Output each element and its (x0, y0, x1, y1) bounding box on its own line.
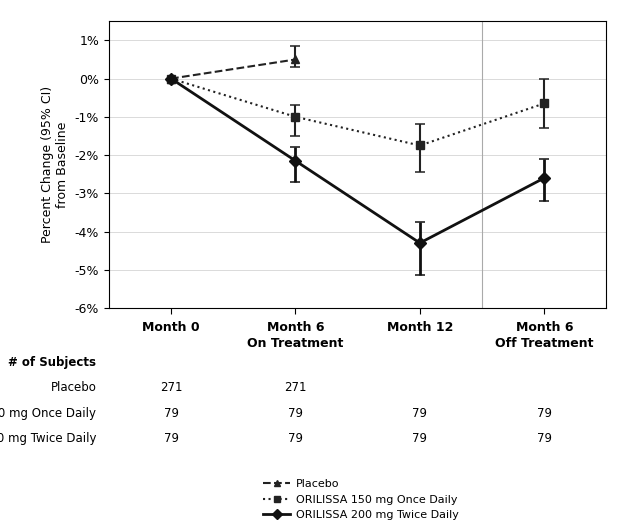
Text: Off Treatment: Off Treatment (495, 337, 593, 350)
Text: 79: 79 (288, 407, 303, 419)
Text: On Treatment: On Treatment (248, 337, 343, 350)
Text: 79: 79 (164, 432, 179, 445)
Legend: Placebo, ORILISSA 150 mg Once Daily, ORILISSA 200 mg Twice Daily: Placebo, ORILISSA 150 mg Once Daily, ORI… (262, 479, 459, 520)
Text: 150 mg Once Daily: 150 mg Once Daily (0, 407, 96, 419)
Text: 271: 271 (160, 381, 182, 394)
Y-axis label: Percent Change (95% CI)
from Baseline: Percent Change (95% CI) from Baseline (41, 86, 69, 243)
Text: 79: 79 (288, 432, 303, 445)
Text: 79: 79 (537, 432, 552, 445)
Text: 79: 79 (412, 407, 427, 419)
Text: Month 12: Month 12 (387, 321, 453, 334)
Text: 79: 79 (412, 432, 427, 445)
Text: Month 0: Month 0 (142, 321, 200, 334)
Text: # of Subjects: # of Subjects (9, 356, 96, 369)
Text: 271: 271 (284, 381, 307, 394)
Text: 200 mg Twice Daily: 200 mg Twice Daily (0, 432, 96, 445)
Text: 79: 79 (164, 407, 179, 419)
Text: 79: 79 (537, 407, 552, 419)
Text: Month 6: Month 6 (516, 321, 573, 334)
Text: Placebo: Placebo (50, 381, 96, 394)
Text: Month 6: Month 6 (267, 321, 324, 334)
